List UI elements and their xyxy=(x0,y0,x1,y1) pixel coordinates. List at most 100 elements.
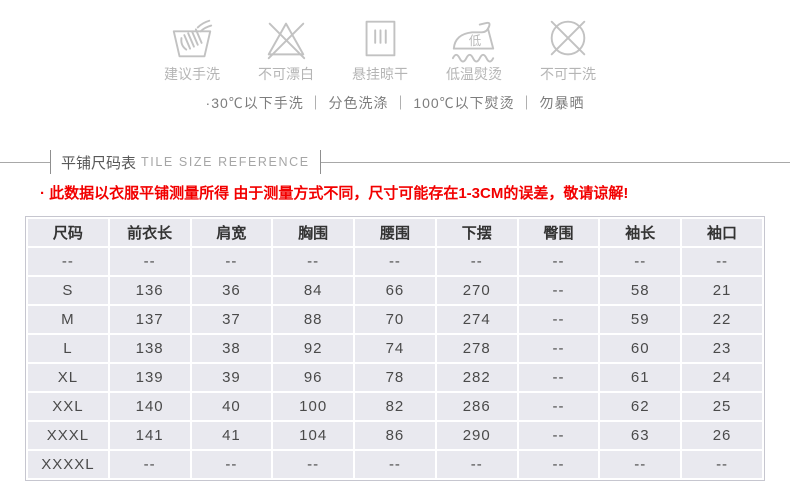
table-cell: 141 xyxy=(109,422,190,449)
size-section-title-cn: 平铺尺码表 xyxy=(61,154,137,172)
care-item: 不可漂白 xyxy=(239,15,333,84)
size-table-header-row: 尺码 前衣长 肩宽 胸围 腰围 下摆 臀围 袖长 袖口 xyxy=(28,219,762,246)
table-row: L 138 38 92 74 278 -- 60 23 xyxy=(28,335,762,362)
no-bleach-icon xyxy=(262,15,310,63)
header-line-right xyxy=(320,161,790,163)
care-label: 悬挂晾干 xyxy=(352,66,408,82)
table-cell: 278 xyxy=(436,335,517,362)
care-item: 不可干洗 xyxy=(521,15,615,84)
table-cell: -- xyxy=(191,248,272,275)
table-cell: 61 xyxy=(600,364,681,391)
table-cell: 41 xyxy=(191,422,272,449)
table-cell: 82 xyxy=(355,393,435,420)
size-disclaimer: · 此数据以衣服平铺测量所得 由于测量方式不同，尺寸可能存在1-3CM的误差，敬… xyxy=(40,185,629,202)
table-cell: 282 xyxy=(436,364,517,391)
table-cell: 104 xyxy=(273,422,354,449)
table-cell: XXXL xyxy=(28,422,108,449)
table-cell: 40 xyxy=(191,393,272,420)
size-table-head: 尺码 前衣长 肩宽 胸围 腰围 下摆 臀围 袖长 袖口 xyxy=(28,219,762,246)
table-cell: -- xyxy=(191,451,272,478)
care-label: 不可漂白 xyxy=(258,66,314,82)
table-cell: S xyxy=(28,277,108,304)
table-cell: 25 xyxy=(682,393,762,420)
table-cell: 86 xyxy=(355,422,435,449)
table-cell: 62 xyxy=(600,393,681,420)
table-cell: 70 xyxy=(355,306,435,333)
table-cell: 23 xyxy=(682,335,762,362)
table-cell: 88 xyxy=(273,306,354,333)
column-header: 腰围 xyxy=(355,219,435,246)
table-row: XL 139 39 96 78 282 -- 61 24 xyxy=(28,364,762,391)
table-cell: 36 xyxy=(191,277,272,304)
table-cell: 138 xyxy=(109,335,190,362)
table-cell: 59 xyxy=(600,306,681,333)
table-cell: 60 xyxy=(600,335,681,362)
table-cell: 39 xyxy=(191,364,272,391)
care-label: 建议手洗 xyxy=(164,66,220,82)
care-item: 低 低温熨烫 xyxy=(427,15,521,84)
table-cell: -- xyxy=(436,248,517,275)
table-cell: 140 xyxy=(109,393,190,420)
table-cell: -- xyxy=(109,451,190,478)
table-cell: -- xyxy=(518,364,599,391)
table-cell: 84 xyxy=(273,277,354,304)
table-cell: -- xyxy=(518,306,599,333)
no-dry-clean-icon xyxy=(544,15,592,63)
table-cell: -- xyxy=(355,451,435,478)
column-header: 胸围 xyxy=(273,219,354,246)
table-cell: 58 xyxy=(600,277,681,304)
care-note: ·30℃以下手洗 ｜ 分色洗涤 ｜ 100℃以下熨烫 ｜ 勿暴晒 xyxy=(205,95,585,111)
table-row: S 136 36 84 66 270 -- 58 21 xyxy=(28,277,762,304)
size-table-body: -- -- -- -- -- -- -- -- -- S 136 36 84 66 270 -- 58 21 M 13… xyxy=(28,248,762,478)
table-cell: L xyxy=(28,335,108,362)
table-cell: XXXXL xyxy=(28,451,108,478)
table-cell: -- xyxy=(518,248,599,275)
table-cell: -- xyxy=(682,451,762,478)
table-row: M 137 37 88 70 274 -- 59 22 xyxy=(28,306,762,333)
table-cell: 137 xyxy=(109,306,190,333)
column-header: 臀围 xyxy=(518,219,599,246)
table-cell: -- xyxy=(273,248,354,275)
table-row: XXXXL -- -- -- -- -- -- -- -- xyxy=(28,451,762,478)
care-item: 悬挂晾干 xyxy=(333,15,427,84)
column-header: 下摆 xyxy=(436,219,517,246)
table-cell: M xyxy=(28,306,108,333)
table-cell: 38 xyxy=(191,335,272,362)
care-item: 建议手洗 xyxy=(145,15,239,84)
table-cell: 21 xyxy=(682,277,762,304)
table-cell: -- xyxy=(518,335,599,362)
table-cell: 74 xyxy=(355,335,435,362)
header-bracket-left xyxy=(50,150,51,174)
iron-low-char: 低 xyxy=(469,34,482,48)
table-cell: 100 xyxy=(273,393,354,420)
care-label: 低温熨烫 xyxy=(446,66,502,82)
care-label: 不可干洗 xyxy=(540,66,596,82)
column-header: 前衣长 xyxy=(109,219,190,246)
table-cell: 63 xyxy=(600,422,681,449)
table-cell: 290 xyxy=(436,422,517,449)
table-cell: 96 xyxy=(273,364,354,391)
table-cell: 24 xyxy=(682,364,762,391)
table-cell: -- xyxy=(109,248,190,275)
table-row: -- -- -- -- -- -- -- -- -- xyxy=(28,248,762,275)
table-row: XXL 140 40 100 82 286 -- 62 25 xyxy=(28,393,762,420)
care-icons-row: 建议手洗 不可漂白 xyxy=(145,15,615,84)
table-cell: -- xyxy=(436,451,517,478)
low-temp-iron-icon: 低 xyxy=(450,15,498,63)
size-reference-header: 平铺尺码表 TILE SIZE REFERENCE xyxy=(0,149,790,175)
table-cell: 92 xyxy=(273,335,354,362)
table-cell: 37 xyxy=(191,306,272,333)
table-cell: 26 xyxy=(682,422,762,449)
care-section: 建议手洗 不可漂白 xyxy=(0,0,790,113)
table-cell: 139 xyxy=(109,364,190,391)
table-cell: -- xyxy=(28,248,108,275)
table-cell: 270 xyxy=(436,277,517,304)
size-table: 尺码 前衣长 肩宽 胸围 腰围 下摆 臀围 袖长 袖口 -- -- -- -- -- -- -- -- -- S 1… xyxy=(25,216,765,481)
column-header: 袖长 xyxy=(600,219,681,246)
table-cell: 66 xyxy=(355,277,435,304)
table-cell: XXL xyxy=(28,393,108,420)
table-cell: -- xyxy=(600,451,681,478)
table-cell: 136 xyxy=(109,277,190,304)
table-cell: XL xyxy=(28,364,108,391)
